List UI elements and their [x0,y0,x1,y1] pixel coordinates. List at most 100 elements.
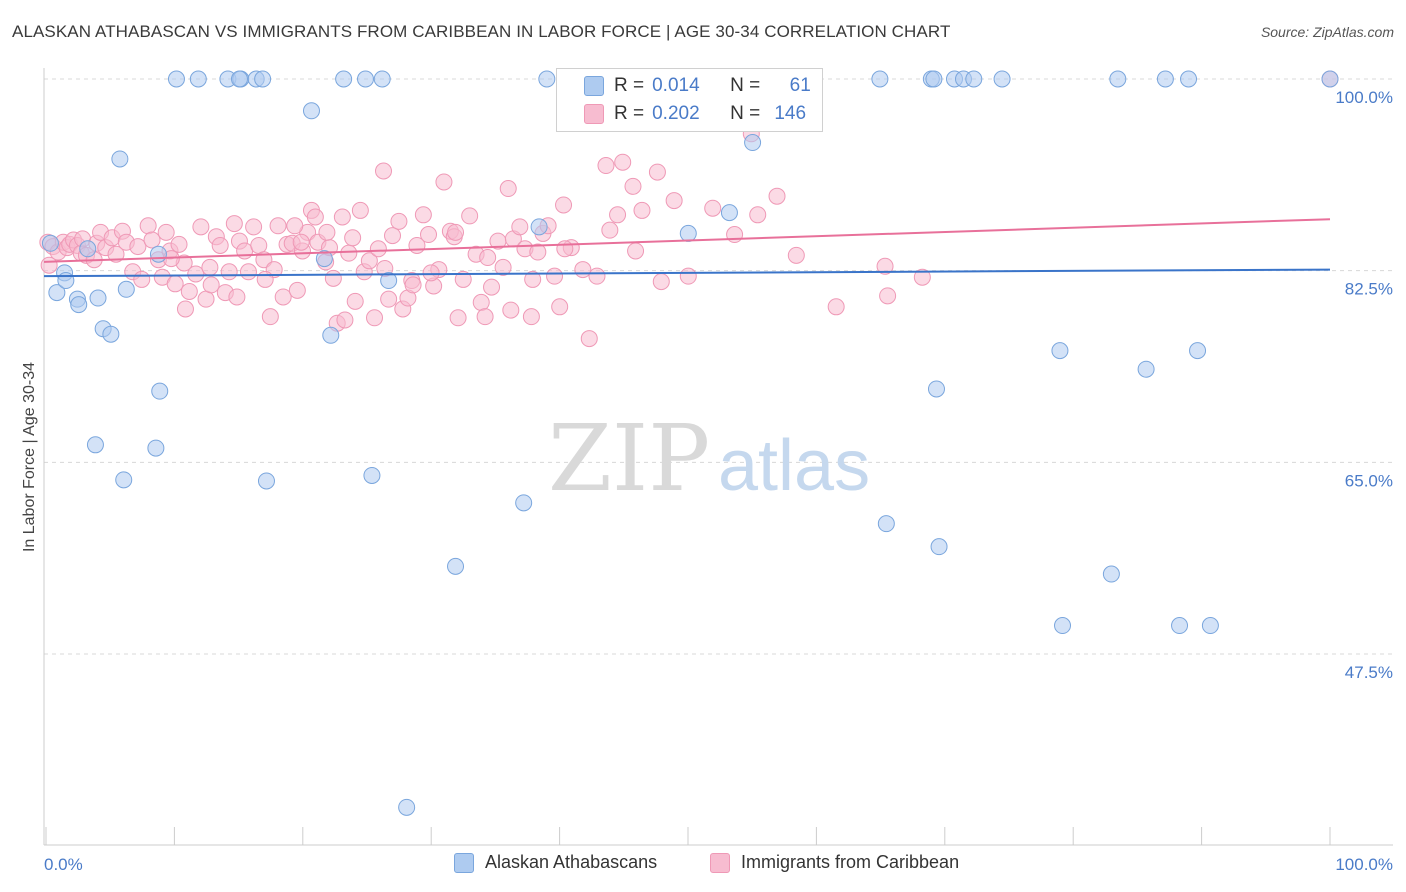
point-athabascan [189,70,207,88]
x-tick-label-min: 0.0% [44,855,83,874]
point-immigrants [704,199,722,217]
point-immigrants [879,287,897,305]
bottom-legend-label-athabascan: Alaskan Athabascans [485,852,658,872]
point-immigrants [494,258,512,276]
chart-title: ALASKAN ATHABASCAN VS IMMIGRANTS FROM CA… [12,22,951,41]
trend-line-athabascan [43,268,1331,278]
point-athabascan [530,218,548,236]
y-tick-label: 100.0% [1335,88,1393,107]
point-athabascan [927,380,945,398]
point-immigrants [524,270,542,288]
point-immigrants [369,240,387,258]
point-athabascan [1321,70,1339,88]
point-immigrants [384,227,402,245]
source-label: Source: ZipAtlas.com [1260,24,1394,40]
point-athabascan [57,272,75,290]
point-athabascan [79,240,97,258]
point-immigrants [913,268,931,286]
bottom-legend-immigrants: Immigrants from Caribbean [710,852,959,873]
point-immigrants [447,223,465,241]
point-immigrants [601,221,619,239]
watermark: ZIP atlas [548,405,870,512]
legend-swatch-immigrants [584,104,604,124]
trend-line-immigrants [43,218,1331,263]
point-immigrants [220,263,238,281]
point-athabascan [322,326,340,344]
stats-legend: R = 0.014 N = 61 R = 0.202 N = 146 [556,68,823,132]
point-immigrants [129,238,147,256]
point-immigrants [306,208,324,226]
point-immigrants [627,242,645,260]
x-ticks [45,827,1331,845]
point-immigrants [609,206,627,224]
point-immigrants [269,217,287,235]
y-tick-label: 65.0% [1345,471,1393,490]
point-immigrants [749,206,767,224]
point-athabascan [679,224,697,242]
legend-n-label: N = [730,103,761,124]
point-immigrants [228,288,246,306]
point-immigrants [588,267,606,285]
point-athabascan [515,494,533,512]
point-immigrants [390,212,408,230]
point-athabascan [41,234,59,252]
watermark-zip: ZIP [548,405,710,512]
point-athabascan [1156,70,1174,88]
bottom-legend-swatch-immigrants [710,852,730,873]
y-tick-label: 82.5% [1345,280,1393,299]
point-immigrants [414,206,432,224]
point-immigrants [274,288,292,306]
point-athabascan [70,296,88,314]
point-immigrants [449,309,467,327]
point-immigrants [360,252,378,270]
series-athabascan-points [41,70,1339,816]
point-athabascan [147,439,165,457]
gridlines [44,78,1393,655]
point-immigrants [250,236,268,254]
point-immigrants [652,273,670,291]
point-athabascan [86,436,104,454]
point-athabascan [993,70,1011,88]
point-immigrants [211,236,229,254]
point-immigrants [679,267,697,285]
point-immigrants [502,301,520,319]
point-immigrants [876,257,894,275]
point-immigrants [597,157,615,175]
point-immigrants [366,309,384,327]
legend-r-value: 0.014 [652,75,700,96]
point-athabascan [117,280,135,298]
point-immigrants [133,270,151,288]
legend-n-value: 61 [789,75,811,96]
point-athabascan [167,70,185,88]
point-athabascan [538,70,556,88]
legend-n-label: N = [730,75,761,96]
point-immigrants [614,153,632,171]
point-athabascan [1189,342,1207,360]
point-immigrants [351,201,369,219]
y-tick-labels: 47.5% 65.0% 82.5% 100.0% [1335,88,1393,682]
point-athabascan [302,102,320,120]
y-tick-label: 47.5% [1345,663,1393,682]
point-immigrants [574,261,592,279]
point-athabascan [1054,617,1072,635]
point-athabascan [257,472,275,490]
point-immigrants [261,308,279,326]
point-immigrants [225,215,243,233]
point-athabascan [315,250,333,268]
point-immigrants [454,270,472,288]
point-athabascan [357,70,374,88]
point-athabascan [111,150,129,168]
point-athabascan [363,466,381,484]
point-immigrants [580,330,598,348]
legend-row-immigrants: R = 0.202 N = 146 [557,101,814,127]
point-immigrants [139,217,157,235]
point-immigrants [245,218,263,236]
point-immigrants [522,308,540,326]
point-immigrants [197,290,215,308]
point-immigrants [187,265,205,283]
point-athabascan [930,538,948,556]
point-immigrants [551,298,569,316]
bottom-legend-label-immigrants: Immigrants from Caribbean [741,852,960,872]
point-athabascan [115,471,133,489]
point-immigrants [333,208,351,226]
